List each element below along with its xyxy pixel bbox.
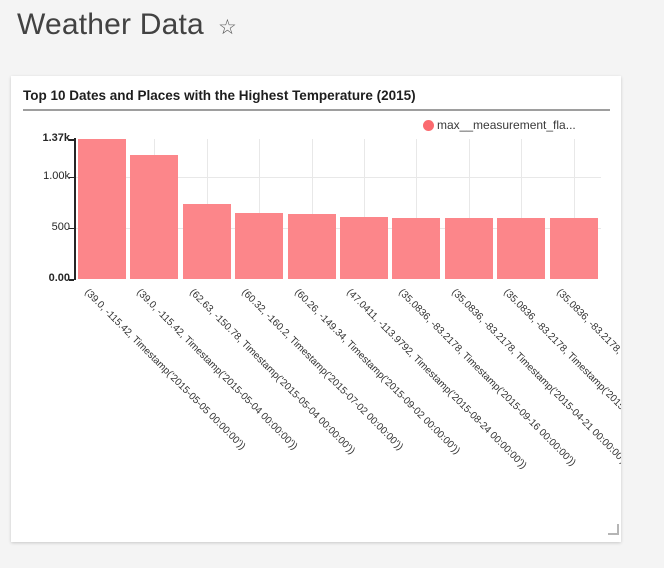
- legend-label: max__measurement_fla...: [437, 118, 576, 132]
- v-gridline: [311, 139, 313, 279]
- h-gridline: [74, 227, 601, 229]
- y-tick-label: 1.37k: [42, 132, 70, 144]
- bar[interactable]: [497, 218, 546, 279]
- y-axis-tick: [69, 279, 74, 281]
- x-tick-label: (35.0836, -83.2178, Timestamp('2015-09-1…: [396, 287, 579, 469]
- bar[interactable]: [130, 154, 179, 279]
- bar[interactable]: [340, 217, 388, 279]
- bar[interactable]: [287, 213, 336, 279]
- legend-item[interactable]: max__measurement_fla...: [423, 118, 576, 132]
- x-tick-label: (47.0411, -113.9792, Timestamp('2015-08-…: [344, 287, 529, 472]
- chart-title: Top 10 Dates and Places with the Highest…: [23, 88, 416, 103]
- y-axis-tick: [69, 227, 74, 230]
- bar[interactable]: [549, 218, 598, 279]
- legend-marker-icon: [423, 119, 434, 131]
- v-gridline: [416, 139, 418, 279]
- plot-area: 1.37k 1.00k 500 0.00 (39.0, -115.42, Timesta…: [11, 76, 621, 542]
- bar[interactable]: [182, 204, 231, 279]
- title-divider: [23, 109, 610, 111]
- h-gridline: [74, 176, 601, 178]
- v-gridline: [468, 139, 470, 279]
- y-axis-tick: [69, 176, 74, 179]
- v-gridline: [521, 139, 523, 279]
- bar[interactable]: [78, 139, 126, 279]
- bar[interactable]: [235, 212, 284, 279]
- resize-handle[interactable]: [608, 524, 619, 535]
- y-tick-label: 1.00k: [43, 169, 70, 182]
- favorite-star-icon[interactable]: ☆: [217, 15, 237, 39]
- chart-card: Top 10 Dates and Places with the Highest…: [11, 76, 621, 542]
- v-gridline: [259, 139, 261, 279]
- y-axis-tick: [69, 139, 74, 141]
- y-tick-label: 0.00: [48, 272, 70, 284]
- v-gridline: [573, 139, 575, 279]
- v-gridline: [364, 139, 365, 279]
- page-title: Weather Data: [17, 8, 204, 41]
- bar[interactable]: [444, 218, 493, 279]
- bar[interactable]: [392, 218, 441, 279]
- page-header: Weather Data ☆: [17, 8, 237, 42]
- y-axis-line: [74, 138, 76, 280]
- y-tick-label: 500: [51, 220, 70, 233]
